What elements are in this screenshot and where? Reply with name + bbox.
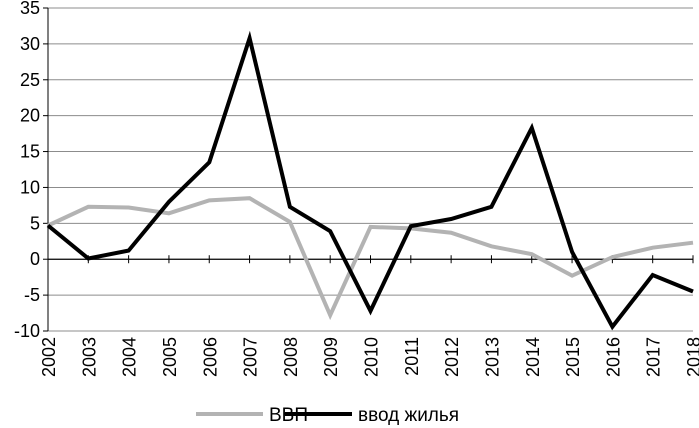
y-tick-label: 35 <box>20 0 40 18</box>
legend-label-1: ввод жилья <box>358 405 459 426</box>
x-tick-label: 2013 <box>482 337 502 377</box>
x-tick-label: 2017 <box>644 337 664 377</box>
y-tick-label: -5 <box>24 285 40 305</box>
series-lines <box>46 30 694 331</box>
x-tick-label: 2006 <box>200 337 220 377</box>
y-tick-label: 30 <box>20 34 40 54</box>
y-tick-label: 20 <box>20 106 40 126</box>
x-tick-label: 2004 <box>120 337 140 377</box>
x-tick-label: 2010 <box>362 337 382 377</box>
x-tick-label: 2012 <box>442 337 462 377</box>
x-tick-label: 2018 <box>684 337 699 377</box>
y-tick-label: 0 <box>30 249 40 269</box>
legend: ВВПввод жилья <box>196 405 459 426</box>
x-tick-label: 2015 <box>563 337 583 377</box>
y-tick-label: 10 <box>20 177 40 197</box>
y-tick-label: 15 <box>20 142 40 162</box>
gridlines <box>48 7 693 332</box>
x-tick-label: 2007 <box>241 337 261 377</box>
x-tick-label: 2011 <box>402 337 422 376</box>
x-tick-label: 2008 <box>281 337 301 377</box>
x-tick-label: 2002 <box>39 337 59 377</box>
y-tick-label: -10 <box>14 321 40 341</box>
axes <box>43 7 694 332</box>
x-axis-tick-labels: 2002 2003 2004 2005 2006 2007 2008 2009 2010 2011… <box>39 337 699 377</box>
series-line-1 <box>46 30 694 331</box>
x-tick-label: 2014 <box>523 337 543 377</box>
y-axis-tick-labels: 35 30 25 20 15 10 5 0 -5 -10 <box>14 0 40 341</box>
y-tick-label: 25 <box>20 70 40 90</box>
x-tick-label: 2009 <box>321 337 341 377</box>
x-tick-label: 2005 <box>160 337 180 377</box>
x-tick-label: 2003 <box>79 337 99 377</box>
y-tick-label: 5 <box>30 213 40 233</box>
x-tick-label: 2016 <box>603 337 623 377</box>
